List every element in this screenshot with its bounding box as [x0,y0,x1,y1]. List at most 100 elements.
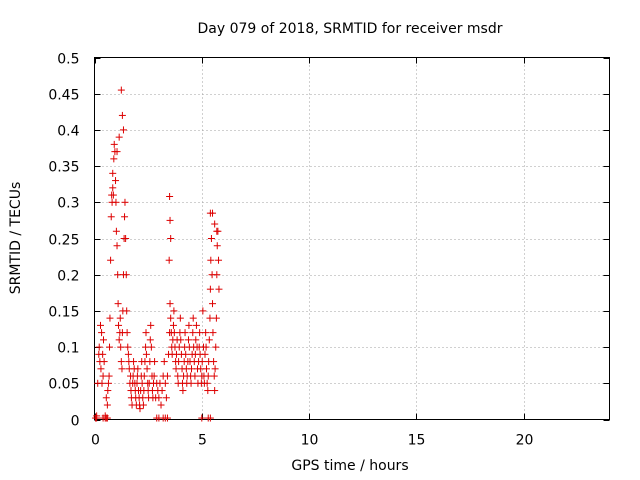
data-point [106,343,114,351]
data-point [203,365,211,373]
data-point [103,414,111,422]
data-point [209,209,217,217]
data-point [166,300,174,308]
data-point [155,394,163,402]
data-point [160,358,168,366]
data-point [204,387,212,395]
data-point [109,169,117,177]
data-point [115,321,123,329]
data-point [198,358,206,366]
data-point [105,372,113,380]
data-point [112,177,120,185]
data-point [209,300,217,308]
data-point [212,343,220,351]
data-point [210,372,218,380]
data-point [119,126,127,134]
x-tick-labels: 0 5 10 15 20 [91,433,533,449]
data-point [185,321,193,329]
y-tick-label: 0.4 [57,124,79,140]
data-point [165,256,173,264]
data-point [203,379,211,387]
data-point [142,350,150,358]
data-point [205,336,213,344]
data-point [112,227,120,235]
data-point [184,336,192,344]
y-tick-label: 0.5 [57,52,79,68]
data-point [167,314,175,322]
axis-ticks [94,57,610,421]
data-point [100,336,108,344]
data-point [206,285,214,293]
data-point [207,235,215,242]
data-point [107,213,115,221]
chart-title: Day 079 of 2018, SRMTID for receiver msd… [198,21,503,37]
data-point [97,365,105,373]
x-tick-label: 15 [408,433,426,449]
data-point [139,401,147,409]
data-point [136,405,144,413]
data-point [104,379,112,387]
data-point [147,343,155,351]
data-point [97,321,105,329]
data-point [117,86,125,94]
data-point [213,242,221,250]
data-points [92,86,223,422]
data-point [124,343,132,351]
data-point [117,343,125,351]
data-point [113,242,121,250]
data-point [211,387,219,395]
data-point [181,329,189,337]
data-point [189,314,197,322]
plot-frame [94,57,610,420]
data-point [163,414,171,422]
data-point [161,379,169,387]
data-point [192,336,200,344]
data-point [163,372,171,380]
data-point [206,414,214,422]
data-point [124,350,132,358]
data-point [202,329,210,337]
data-point [116,314,124,322]
data-point [93,414,101,422]
data-point [98,329,106,337]
data-point [176,314,184,322]
data-point [198,414,206,422]
data-point [166,193,174,201]
data-point [146,336,154,344]
data-point [151,358,159,366]
data-point [172,365,180,373]
y-tick-label: 0.05 [48,377,79,393]
data-point [109,191,117,199]
data-point [179,387,187,395]
data-point [209,329,217,337]
data-point [158,387,166,395]
x-tick-label: 5 [198,433,207,449]
data-point [104,387,112,395]
x-axis-label: GPS time / hours [291,458,408,474]
data-point [109,184,117,192]
data-point [115,336,123,344]
data-point [187,379,195,387]
data-point [211,365,219,373]
data-point [99,350,107,358]
y-tick-label: 0.2 [57,269,79,285]
data-point [150,372,158,380]
data-point [170,307,178,315]
data-point [210,358,218,366]
x-tick-label: 10 [301,433,319,449]
data-point [107,256,115,264]
data-point [122,235,130,242]
data-point [169,321,177,329]
data-point [110,155,118,163]
data-point [207,256,215,264]
data-point [123,329,131,337]
y-tick-label: 0.1 [57,341,79,357]
data-point [212,314,220,322]
data-point [202,343,210,351]
data-point [134,365,142,373]
y-tick-label: 0.45 [48,88,79,104]
data-point [100,358,108,366]
data-point [199,307,207,315]
y-tick-label: 0.25 [48,233,79,249]
